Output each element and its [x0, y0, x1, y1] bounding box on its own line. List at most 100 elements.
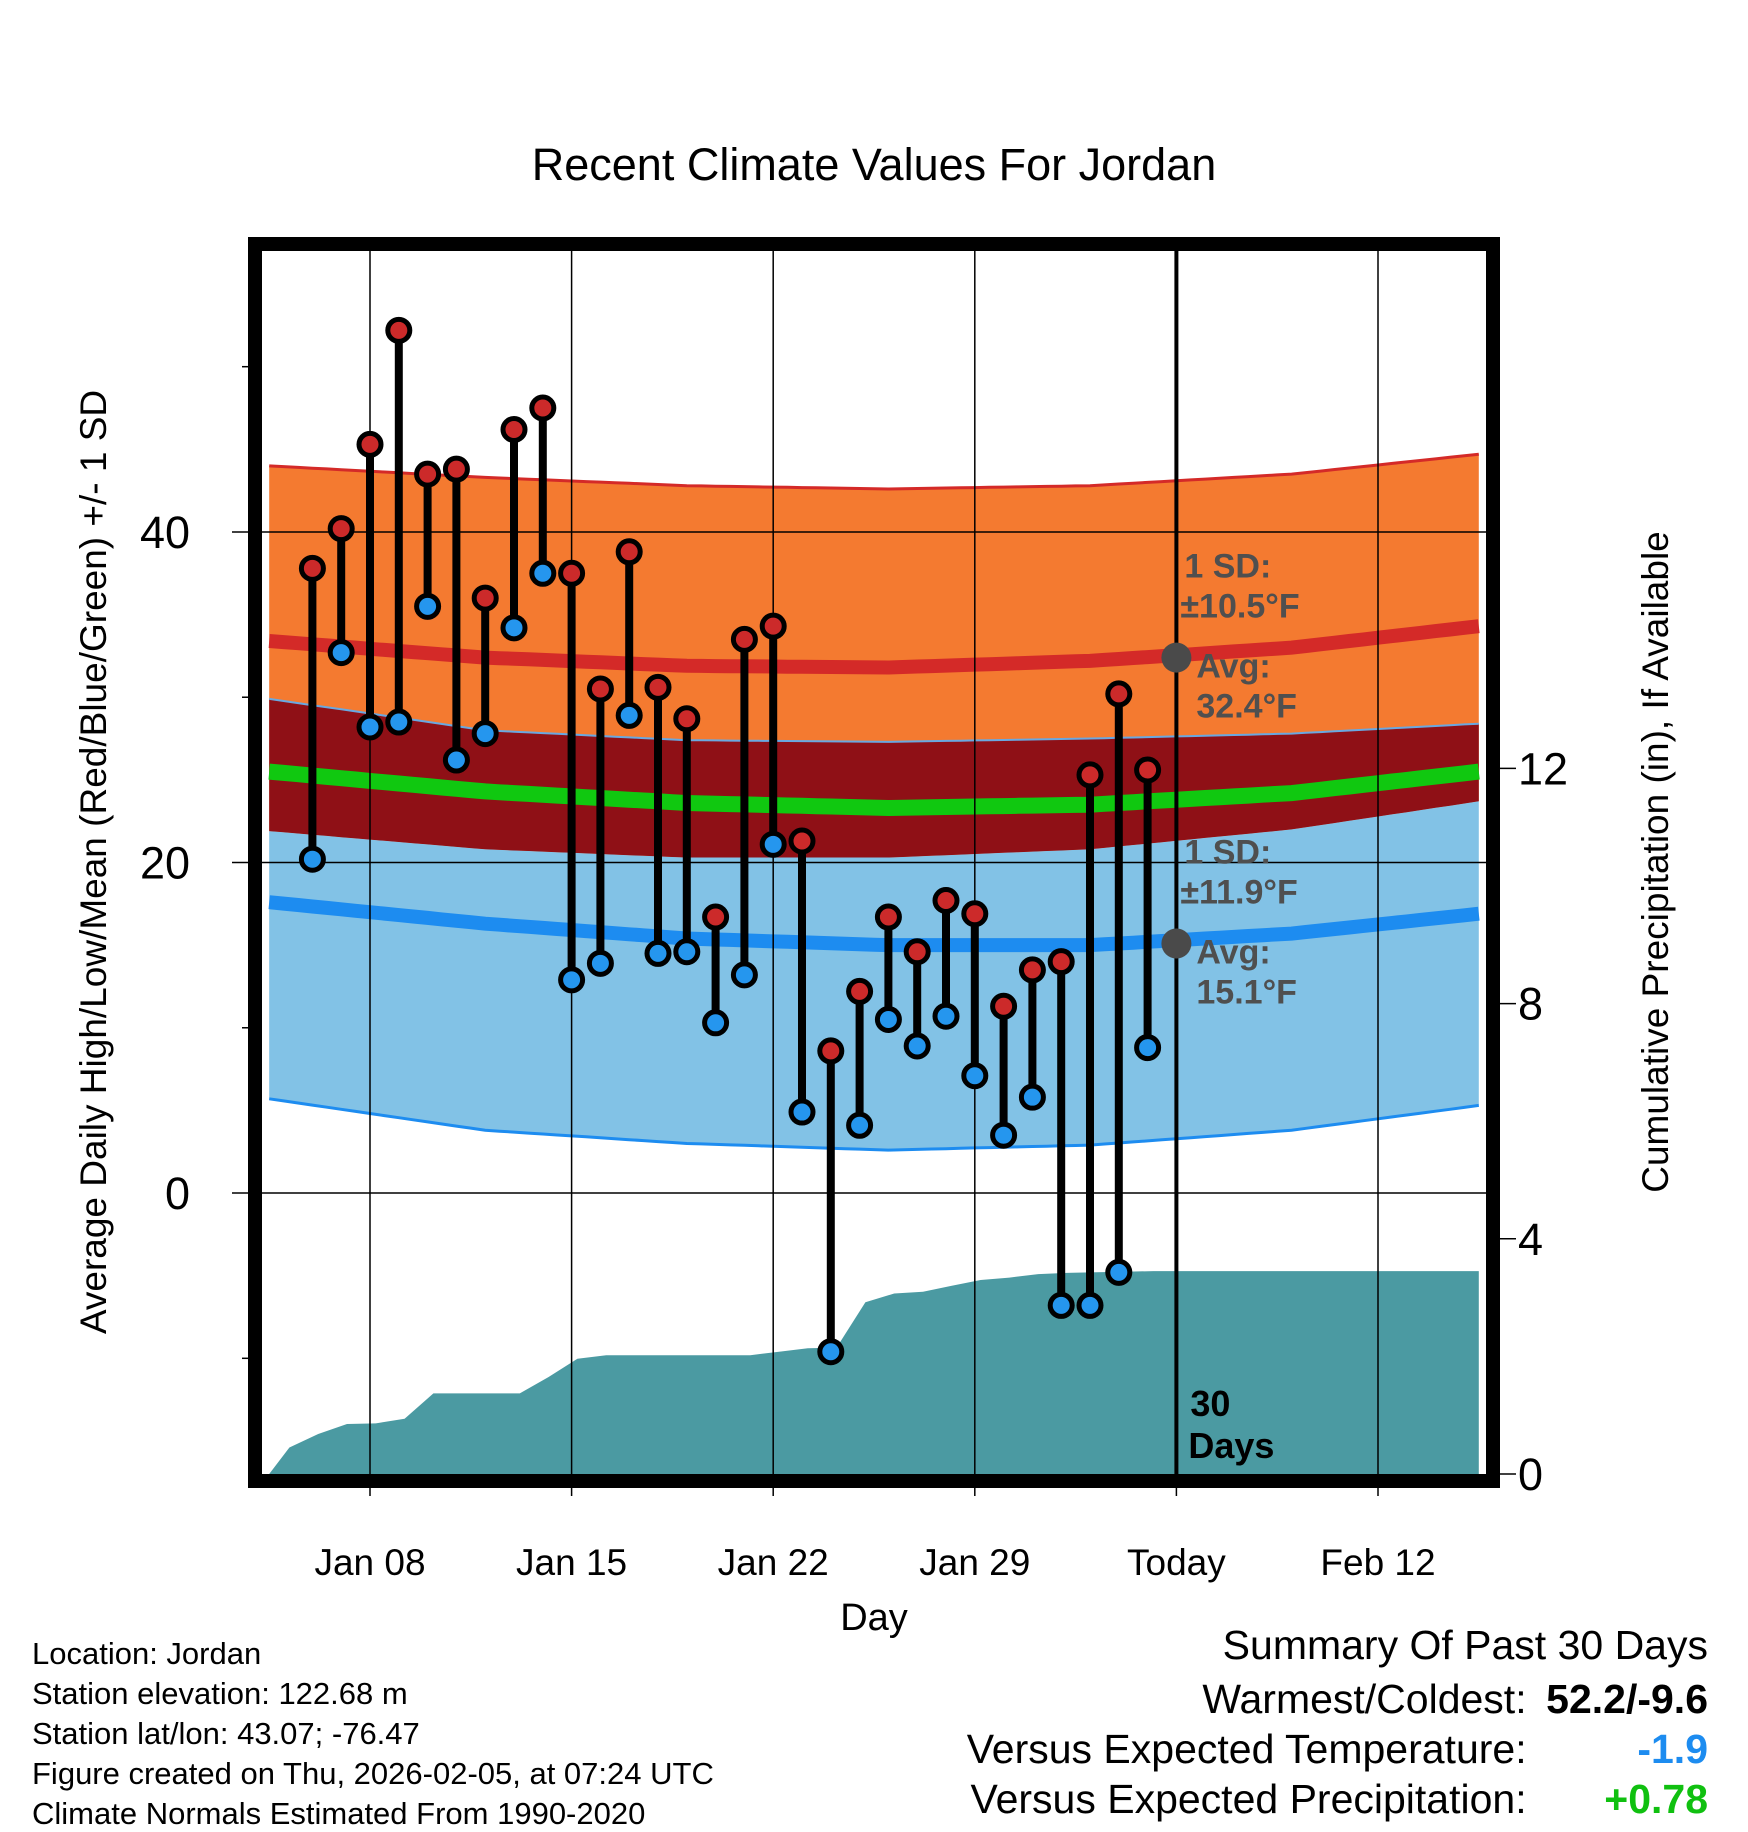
low-point	[471, 720, 499, 748]
chart-title: Recent Climate Values For Jordan	[532, 139, 1216, 190]
low-point	[500, 614, 528, 642]
high-avg-value: 32.4°F	[1196, 688, 1297, 726]
low-point	[673, 938, 701, 966]
x-tick-label: Feb 12	[1320, 1542, 1435, 1583]
temp-label: Versus Expected Temperature:	[966, 1726, 1527, 1772]
low-point	[759, 830, 787, 858]
normal-low-line	[268, 895, 1480, 953]
y-tick-label: 0	[165, 1168, 190, 1219]
extremes-label: Warmest/Coldest:	[1202, 1676, 1527, 1722]
low-avg-value: 15.1°F	[1196, 973, 1297, 1011]
high-point	[385, 316, 413, 344]
x-tick-label: Today	[1127, 1542, 1226, 1583]
summary-title: Summary Of Past 30 Days	[1222, 1622, 1708, 1668]
high-point	[1134, 756, 1162, 784]
summary-extremes: Warmest/Coldest: 52.2/-9.6	[1202, 1676, 1708, 1723]
info-latlon: Station lat/lon: 43.07; -76.47	[32, 1716, 420, 1751]
low-point	[702, 1009, 730, 1037]
x-tick-label: Jan 22	[718, 1542, 829, 1583]
high-point	[788, 827, 816, 855]
low-point	[817, 1338, 845, 1366]
y2-axis-label: Cumulative Precipitation (in), If Availa…	[1635, 531, 1676, 1193]
y-axis-label: Average Daily High/Low/Mean (Red/Blue/Gr…	[73, 390, 114, 1334]
info-normals: Climate Normals Estimated From 1990-2020	[32, 1796, 646, 1831]
high-point	[673, 705, 701, 733]
high-avg-title: Avg:	[1196, 648, 1270, 686]
high-point	[471, 584, 499, 612]
high-point	[558, 559, 586, 587]
low-point	[846, 1111, 874, 1139]
low-avg-marker	[1161, 928, 1192, 959]
info-created: Figure created on Thu, 2026-02-05, at 07…	[32, 1756, 714, 1791]
low-point	[932, 1002, 960, 1030]
y-tick-label: 20	[140, 838, 190, 889]
low-point	[1105, 1258, 1133, 1286]
high-point	[874, 903, 902, 931]
low-point	[990, 1121, 1018, 1149]
summary-temp: Versus Expected Temperature: -1.9	[967, 1726, 1708, 1773]
low-point	[874, 1006, 902, 1034]
low-point	[961, 1062, 989, 1090]
high-point	[1105, 680, 1133, 708]
low-point	[1134, 1034, 1162, 1062]
extremes-value: 52.2/-9.6	[1546, 1676, 1708, 1722]
low-point	[586, 949, 614, 977]
low-point	[298, 845, 326, 873]
high-point	[500, 415, 528, 443]
low-point	[327, 639, 355, 667]
temp-value: -1.9	[1637, 1726, 1708, 1772]
low-point	[558, 966, 586, 994]
high-point	[817, 1037, 845, 1065]
normal-high-line	[268, 619, 1480, 675]
high-point	[529, 394, 557, 422]
low-point	[1047, 1291, 1075, 1319]
precip-label: Versus Expected Precipitation:	[970, 1776, 1527, 1822]
low-point	[730, 961, 758, 989]
high-sd-value: ±10.5°F	[1180, 588, 1299, 626]
x-tick-label: Jan 08	[314, 1542, 425, 1583]
low-point	[442, 746, 470, 774]
summary-precip: Versus Expected Precipitation: +0.78	[971, 1776, 1709, 1823]
y2-tick-label: 12	[1518, 743, 1568, 794]
low-sd-title: 1 SD:	[1184, 833, 1271, 871]
low-point	[385, 708, 413, 736]
high-sd-title: 1 SD:	[1184, 548, 1271, 586]
precip-area	[269, 1271, 1479, 1474]
high-point	[1018, 956, 1046, 984]
low-point	[356, 713, 384, 741]
info-elevation: Station elevation: 122.68 m	[32, 1676, 408, 1711]
high-point	[730, 625, 758, 653]
y2-tick-label: 4	[1518, 1214, 1543, 1265]
high-point	[586, 675, 614, 703]
high-upper-line	[269, 452, 1479, 491]
x-axis-label: Day	[840, 1597, 908, 1639]
high-point	[932, 887, 960, 915]
high-point	[1047, 948, 1075, 976]
today-days-label: Days	[1188, 1425, 1274, 1466]
normal-mean-line	[268, 763, 1480, 817]
low-point	[615, 701, 643, 729]
high-point	[298, 554, 326, 582]
low-point	[1076, 1291, 1104, 1319]
precip-value: +0.78	[1604, 1776, 1708, 1822]
today-days-number: 30	[1190, 1383, 1230, 1424]
high-point	[327, 515, 355, 543]
high-lower-line	[269, 697, 1479, 743]
high-point	[356, 430, 384, 458]
high-avg-marker	[1161, 642, 1192, 673]
low-point	[644, 939, 672, 967]
x-tick-label: Jan 29	[919, 1542, 1030, 1583]
high-point	[846, 977, 874, 1005]
high-point	[644, 673, 672, 701]
y-tick-label: 40	[140, 507, 190, 558]
low-point	[414, 592, 442, 620]
high-point	[759, 612, 787, 640]
high-point	[1076, 761, 1104, 789]
low-sd-value: ±11.9°F	[1180, 873, 1297, 911]
low-lower-line	[268, 1097, 1480, 1152]
high-point	[903, 938, 931, 966]
low-point	[788, 1098, 816, 1126]
high-point	[615, 538, 643, 566]
low-point	[903, 1032, 931, 1060]
